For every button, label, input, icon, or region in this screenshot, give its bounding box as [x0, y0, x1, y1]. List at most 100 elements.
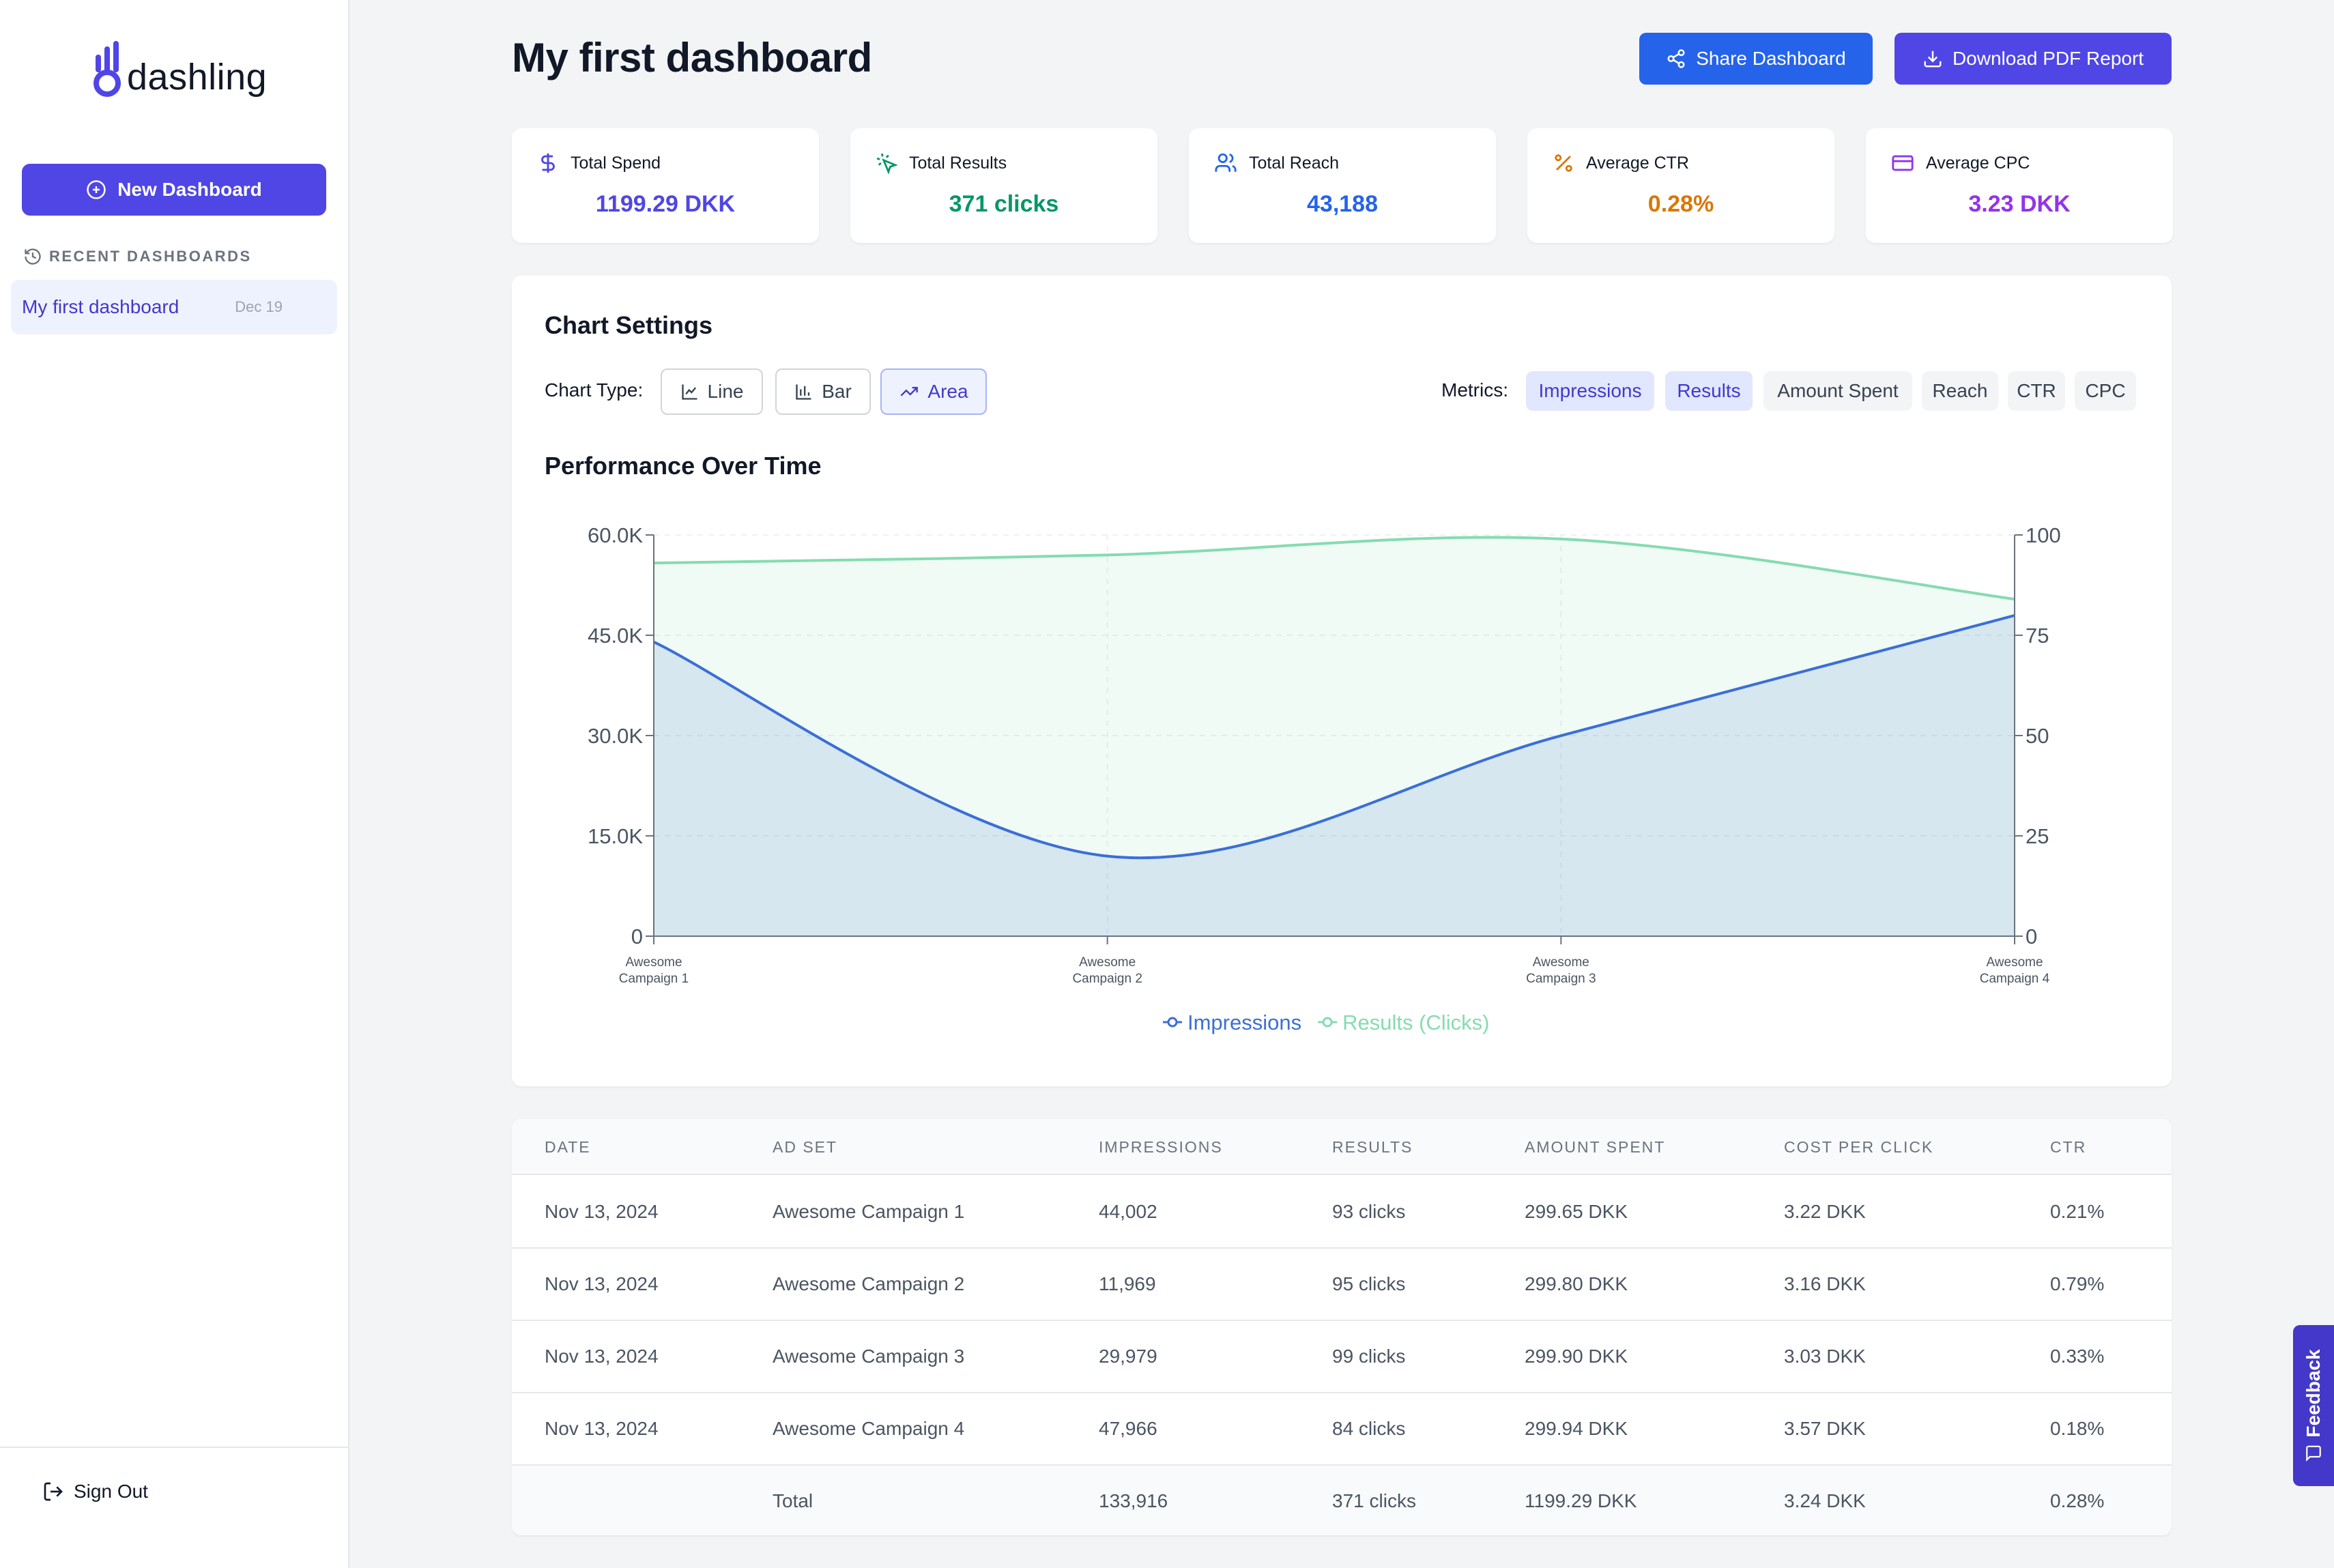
cell-impressions: 11,969 — [1099, 1273, 1156, 1294]
column-header-ctr: CTR — [2050, 1138, 2087, 1156]
share-dashboard-button[interactable]: Share Dashboard — [1639, 33, 1873, 85]
stat-value: 0.28% — [1647, 191, 1714, 217]
cell-ad-set: Awesome Campaign 2 — [773, 1273, 965, 1294]
column-header-results: RESULTS — [1332, 1138, 1413, 1156]
metric-chip-reach[interactable]: Reach — [1922, 371, 1998, 411]
chart-settings-title: Chart Settings — [545, 311, 713, 339]
cell-amount-spent: 299.80 DKK — [1525, 1273, 1628, 1294]
logo-mark-icon — [91, 41, 123, 98]
credit-card-icon — [1892, 155, 1914, 171]
stat-label: Average CTR — [1586, 153, 1689, 173]
history-icon — [25, 248, 41, 265]
sign-out-button[interactable]: Sign Out — [42, 1481, 148, 1502]
logout-icon — [44, 1482, 63, 1501]
legend-label: Results (Clicks) — [1342, 1011, 1489, 1034]
stat-card-average-ctr: Average CTR 0.28% — [1527, 128, 1834, 243]
cell-cost-per-click: 3.03 DKK — [1784, 1346, 1866, 1367]
download-pdf-label: Download PDF Report — [1952, 48, 2144, 69]
cell-amount-spent: 299.94 DKK — [1525, 1418, 1628, 1439]
table-header: DATE AD SET IMPRESSIONS RESULTS AMOUNT S… — [512, 1119, 2172, 1175]
chart-title: Performance Over Time — [545, 452, 822, 480]
table-row: Nov 13, 2024 Awesome Campaign 3 29,979 9… — [512, 1321, 2172, 1393]
x-tick-label: Campaign 4 — [1980, 972, 2050, 986]
logo[interactable]: dashling — [91, 41, 267, 98]
page-title: My first dashboard — [512, 35, 872, 81]
plus-circle-icon — [87, 180, 106, 199]
cell-ad-set: Awesome Campaign 1 — [773, 1201, 965, 1222]
feedback-tab[interactable]: Feedback — [2293, 1325, 2334, 1486]
chart-type-label-text: Area — [927, 381, 968, 402]
cell-ctr: 0.18% — [2050, 1418, 2105, 1439]
recent-dashboard-title: My first dashboard — [22, 296, 179, 317]
stat-label: Average CPC — [1926, 153, 2030, 173]
recent-dashboard-item[interactable]: My first dashboard Dec 19 — [11, 280, 337, 334]
cell-date: Nov 13, 2024 — [545, 1201, 659, 1222]
cell-impressions: 44,002 — [1099, 1201, 1157, 1222]
y-tick-label-right: 0 — [2026, 925, 2037, 948]
legend-swatch-marker — [1167, 1017, 1178, 1028]
stat-label: Total Reach — [1249, 153, 1340, 173]
chart-type-label-text: Bar — [822, 381, 852, 402]
feedback-icon — [2306, 1445, 2321, 1462]
share-icon — [1667, 49, 1685, 68]
metric-chip-cpc[interactable]: CPC — [2075, 371, 2136, 411]
y-tick-label-left: 30.0K — [588, 724, 643, 748]
column-header-date: DATE — [545, 1138, 591, 1156]
metric-chip-ctr[interactable]: CTR — [2008, 371, 2065, 411]
cell-total-results: 371 clicks — [1332, 1490, 1416, 1511]
y-tick-label-right: 25 — [2026, 824, 2049, 848]
stat-card-total-reach: Total Reach 43,188 — [1189, 128, 1496, 243]
logo-text: dashling — [127, 57, 268, 98]
download-pdf-button[interactable]: Download PDF Report — [1894, 33, 2172, 85]
chart-type-line-button[interactable]: Line — [661, 368, 763, 415]
sidebar: dashling New Dashboard RECENT DASHBOARDS… — [0, 0, 349, 1568]
cell-cost-per-click: 3.57 DKK — [1784, 1418, 1866, 1439]
trending-up-icon — [900, 387, 919, 396]
cell-results: 93 clicks — [1332, 1201, 1406, 1222]
cell-cost-per-click: 3.22 DKK — [1784, 1201, 1866, 1222]
x-tick-label: Campaign 1 — [619, 972, 689, 986]
metric-chip-results[interactable]: Results — [1665, 371, 1753, 411]
recent-dashboards-heading: RECENT DASHBOARDS — [23, 247, 252, 266]
series-line — [653, 536, 2015, 601]
new-dashboard-button[interactable]: New Dashboard — [22, 164, 326, 216]
share-dashboard-label: Share Dashboard — [1696, 48, 1846, 69]
table-total-row: Total 133,916 371 clicks 1199.29 DKK 3.2… — [512, 1466, 2172, 1535]
cell-ad-set: Awesome Campaign 3 — [773, 1346, 965, 1367]
y-tick-label-left: 60.0K — [588, 523, 643, 547]
cell-total-impressions: 133,916 — [1099, 1490, 1168, 1511]
dollar-icon — [541, 153, 555, 173]
chart-card: Chart Settings Chart Type: Line Bar Area… — [512, 276, 2172, 1086]
column-header-cost-per-click: COST PER CLICK — [1784, 1138, 1934, 1156]
cell-total-ctr: 0.28% — [2050, 1490, 2105, 1511]
feedback-label: Feedback — [2303, 1349, 2324, 1438]
cell-total-cost-per-click: 3.24 DKK — [1784, 1490, 1866, 1511]
download-icon — [1924, 50, 1942, 68]
x-tick-label: Campaign 2 — [1072, 972, 1142, 986]
cell-ctr: 0.33% — [2050, 1346, 2105, 1367]
series-line — [653, 613, 2015, 860]
stat-label: Total Spend — [571, 153, 661, 173]
chart-type-bar-button[interactable]: Bar — [775, 368, 871, 415]
x-tick-label: Awesome — [625, 955, 682, 970]
bar-chart-icon — [796, 384, 811, 400]
chart-type-area-button[interactable]: Area — [880, 368, 987, 415]
cell-impressions: 47,966 — [1099, 1418, 1157, 1439]
cell-total-amount-spent: 1199.29 DKK — [1525, 1490, 1637, 1511]
stat-value: 43,188 — [1307, 191, 1378, 217]
click-icon — [876, 153, 898, 175]
percent-icon — [1555, 154, 1572, 172]
sign-out-label: Sign Out — [74, 1481, 148, 1502]
sidebar-divider — [0, 1447, 349, 1448]
metric-chip-impressions[interactable]: Impressions — [1526, 371, 1654, 411]
metric-chip-amount-spent[interactable]: Amount Spent — [1763, 371, 1912, 411]
table-row: Nov 13, 2024 Awesome Campaign 4 47,966 8… — [512, 1393, 2172, 1466]
table-row: Nov 13, 2024 Awesome Campaign 2 11,969 9… — [512, 1249, 2172, 1321]
x-tick-label: Awesome — [1533, 955, 1589, 970]
stat-value: 371 clicks — [949, 191, 1059, 217]
performance-chart: 0 15.0K 30.0K 45.0K 60.0K 0 25 50 75 100 Awesome Ca… — [588, 523, 2061, 1034]
cell-impressions: 29,979 — [1099, 1346, 1157, 1367]
cell-results: 99 clicks — [1332, 1346, 1406, 1367]
x-tick-label: Campaign 3 — [1526, 972, 1596, 986]
cell-total-label: Total — [773, 1490, 813, 1511]
